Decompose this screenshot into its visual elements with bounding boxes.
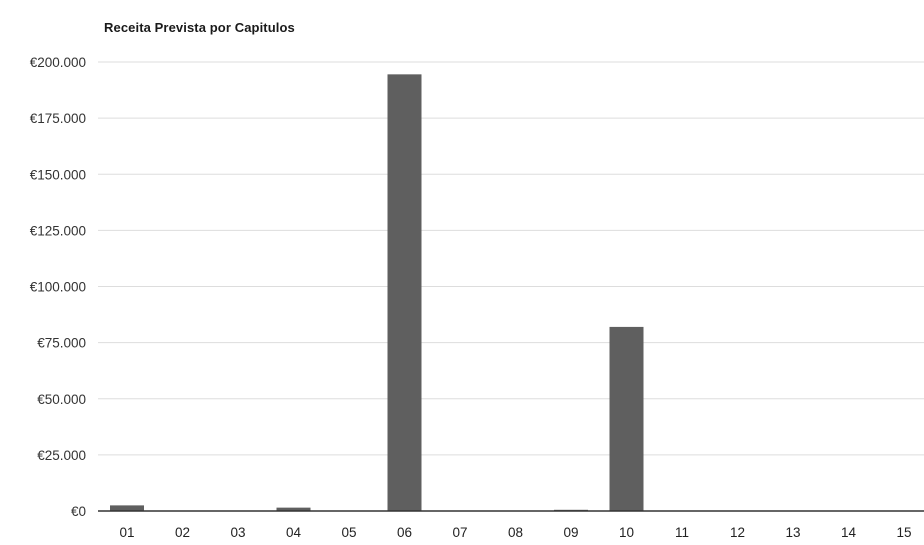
y-tick-label: €100.000	[30, 280, 86, 295]
y-tick-label: €50.000	[37, 392, 86, 407]
x-tick-label: 04	[286, 525, 302, 540]
y-tick-label: €125.000	[30, 223, 86, 238]
x-tick-label: 09	[563, 525, 578, 540]
x-tick-label: 01	[119, 525, 134, 540]
bar-04	[276, 507, 311, 511]
bars	[110, 74, 644, 511]
x-tick-label: 15	[896, 525, 911, 540]
bar-01	[110, 505, 144, 511]
x-tick-label: 03	[230, 525, 245, 540]
x-axis-ticks: 01 02 03 04 05 06 07 08 09 10 11 12 13 14 15	[119, 525, 911, 540]
bar-06	[387, 74, 422, 511]
y-tick-label: €175.000	[30, 111, 86, 126]
y-tick-label: €0	[71, 504, 86, 519]
y-axis-ticks: €0 €25.000 €50.000 €75.000 €100.000 €125.000 €…	[30, 55, 86, 519]
x-tick-label: 06	[397, 525, 412, 540]
y-tick-label: €75.000	[37, 336, 86, 351]
x-tick-label: 05	[341, 525, 356, 540]
x-tick-label: 07	[452, 525, 467, 540]
x-tick-label: 12	[730, 525, 745, 540]
x-tick-label: 08	[508, 525, 523, 540]
bar-10	[609, 326, 644, 511]
x-tick-label: 14	[841, 525, 857, 540]
y-tick-label: €200.000	[30, 55, 86, 70]
chart-title: Receita Prevista por Capitulos	[104, 20, 295, 35]
y-tick-label: €150.000	[30, 167, 86, 182]
gridlines	[98, 61, 924, 456]
y-tick-label: €25.000	[37, 448, 86, 463]
x-tick-label: 02	[175, 525, 190, 540]
x-tick-label: 13	[785, 525, 800, 540]
x-tick-label: 11	[675, 525, 689, 540]
x-tick-label: 10	[619, 525, 634, 540]
